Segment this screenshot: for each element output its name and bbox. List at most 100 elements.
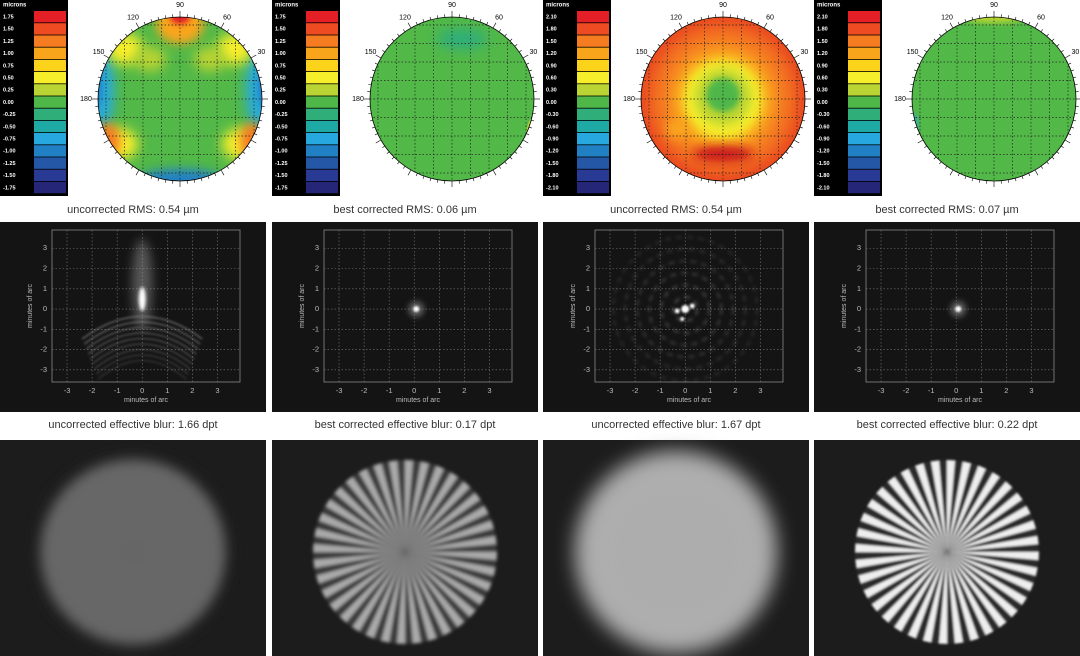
legend-label: 0.90 (817, 63, 828, 69)
y-tick-label: 0 (315, 304, 319, 313)
legend-swatch (577, 84, 609, 95)
legend-label: -0.50 (3, 124, 16, 130)
legend-label: 1.25 (275, 39, 286, 45)
star (313, 460, 497, 644)
legend-label: -1.20 (546, 149, 559, 155)
rms-caption: uncorrected RMS: 0.54 µm (610, 204, 742, 216)
x-tick-label: 1 (708, 386, 712, 395)
legend-label: 1.25 (3, 39, 14, 45)
x-tick-label: 0 (140, 386, 144, 395)
x-tick-label: 0 (683, 386, 687, 395)
x-tick-label: -1 (114, 386, 121, 395)
y-tick-label: 2 (857, 263, 861, 272)
legend-label: -1.25 (275, 161, 288, 167)
y-tick-label: 0 (586, 304, 590, 313)
legend-label: 0.50 (3, 75, 14, 81)
legend-label: 1.00 (3, 51, 14, 57)
polar-label: 180 (623, 96, 635, 103)
y-tick-label: 1 (43, 284, 47, 293)
legend-label: 1.50 (817, 39, 828, 45)
y-tick-label: -1 (312, 324, 319, 333)
legend-label: -2.10 (817, 185, 830, 191)
legend-swatch (306, 11, 338, 22)
legend-label: 1.75 (3, 14, 14, 20)
legend-swatch (306, 121, 338, 132)
legend-swatch (34, 170, 66, 181)
y-tick-label: -3 (583, 365, 590, 374)
legend-swatch (306, 133, 338, 144)
legend-swatch (848, 133, 880, 144)
polar-label: 180 (894, 96, 906, 103)
legend-label: -1.25 (3, 161, 16, 167)
y-axis-label: minutes of arc (570, 284, 577, 328)
legend-label: 2.10 (817, 14, 828, 20)
y-tick-label: -3 (40, 365, 47, 374)
legend-label: -1.50 (817, 161, 830, 167)
x-tick-label: 1 (165, 386, 169, 395)
legend-label: -0.25 (275, 112, 288, 118)
polar-label: 150 (93, 49, 105, 56)
legend-label: -0.30 (817, 112, 830, 118)
legend-label: -0.90 (817, 136, 830, 142)
polar-label: 90 (719, 2, 727, 9)
legend-swatch (848, 109, 880, 120)
legend-swatch (34, 157, 66, 168)
legend-swatch (306, 72, 338, 83)
x-tick-label: 2 (190, 386, 194, 395)
map-region (437, 29, 487, 49)
wavefront-panel: microns2.101.801.501.200.900.600.300.00-… (543, 0, 819, 196)
legend-swatch (848, 23, 880, 34)
polar-label: 60 (1037, 14, 1045, 21)
legend-swatch (34, 11, 66, 22)
star-haze (50, 469, 216, 635)
y-tick-label: -2 (312, 345, 319, 354)
legend-swatch (306, 48, 338, 59)
rms-caption: best corrected RMS: 0.06 µm (333, 204, 476, 216)
legend-title: microns (817, 3, 841, 9)
legend-label: -2.10 (546, 185, 559, 191)
psf-streak (132, 239, 152, 329)
column: microns2.101.801.501.200.900.600.300.00-… (814, 0, 1080, 656)
legend-label: 1.20 (817, 51, 828, 57)
legend-swatch (306, 182, 338, 193)
y-tick-label: -3 (312, 365, 319, 374)
legend-swatch (848, 182, 880, 193)
y-tick-label: 1 (315, 284, 319, 293)
legend-swatch (848, 121, 880, 132)
legend-swatch (848, 60, 880, 71)
polar-label: 30 (1072, 49, 1080, 56)
x-tick-label: -2 (361, 386, 368, 395)
wavefront-panel: microns1.751.501.251.000.750.500.250.00-… (0, 0, 276, 196)
y-tick-label: 3 (315, 243, 319, 252)
polar-label: 150 (907, 49, 919, 56)
legend-label: -1.20 (817, 149, 830, 155)
legend-label: 0.25 (3, 88, 14, 94)
y-tick-label: 2 (315, 263, 319, 272)
legend-label: 1.50 (275, 27, 286, 33)
legend-label: -0.30 (546, 112, 559, 118)
legend-label: 0.00 (275, 100, 286, 106)
x-axis-label: minutes of arc (667, 397, 711, 404)
star-panel (814, 440, 1080, 656)
y-tick-label: -1 (583, 324, 590, 333)
legend-swatch (34, 133, 66, 144)
x-tick-label: -1 (386, 386, 393, 395)
legend-label: 1.80 (817, 27, 828, 33)
x-tick-label: -3 (607, 386, 614, 395)
polar-label: 120 (127, 14, 139, 21)
y-tick-label: 0 (43, 304, 47, 313)
legend-label: 1.50 (3, 27, 14, 33)
legend-swatch (577, 121, 609, 132)
y-tick-label: -1 (854, 324, 861, 333)
panel-bg (814, 222, 1080, 412)
legend-swatch (34, 72, 66, 83)
polar-label: 60 (766, 14, 774, 21)
y-tick-label: -1 (40, 324, 47, 333)
legend-swatch (577, 109, 609, 120)
y-axis-label: minutes of arc (27, 284, 34, 328)
star-panel (543, 440, 809, 656)
legend-label: 1.20 (546, 51, 557, 57)
psf-panel: -3-3-2-2-1-100112233minutes of arcminute… (814, 222, 1080, 412)
legend-label: 0.00 (817, 100, 828, 106)
